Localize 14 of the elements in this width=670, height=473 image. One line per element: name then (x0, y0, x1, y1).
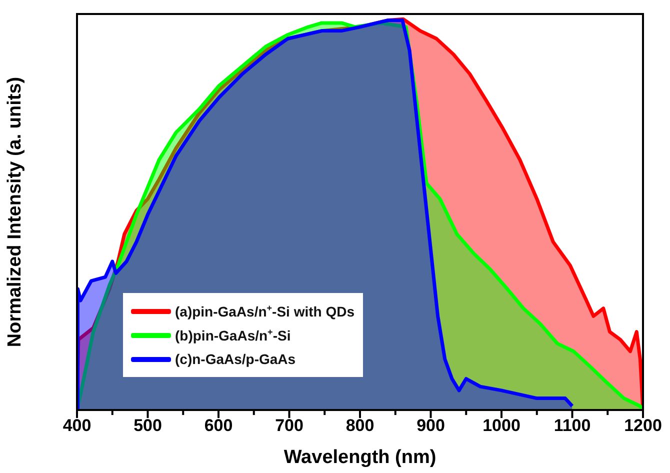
x-tick-label: 700 (275, 416, 304, 435)
x-tick-label: 1000 (482, 416, 520, 435)
x-tick-label: 800 (346, 416, 374, 435)
x-tick-label: 1100 (554, 416, 591, 435)
x-tick-label: 400 (62, 416, 92, 435)
legend-label: (b)pin-GaAs/n$^{+}$-Si (175, 326, 291, 344)
legend-label: (c)n-GaAs/p-GaAs (175, 351, 296, 367)
x-tick-label: 500 (134, 416, 162, 435)
y-axis-title: Normalized Intensity (a. units) (4, 76, 26, 348)
x-tick-label: 900 (416, 416, 445, 435)
x-tick-label: 1200 (624, 416, 662, 435)
legend-label: (a)pin-GaAs/n$^{+}$-Si with QDs (175, 302, 354, 320)
x-tick-label: 600 (204, 416, 233, 435)
x-axis-title: Wavelength (nm) (284, 446, 436, 468)
